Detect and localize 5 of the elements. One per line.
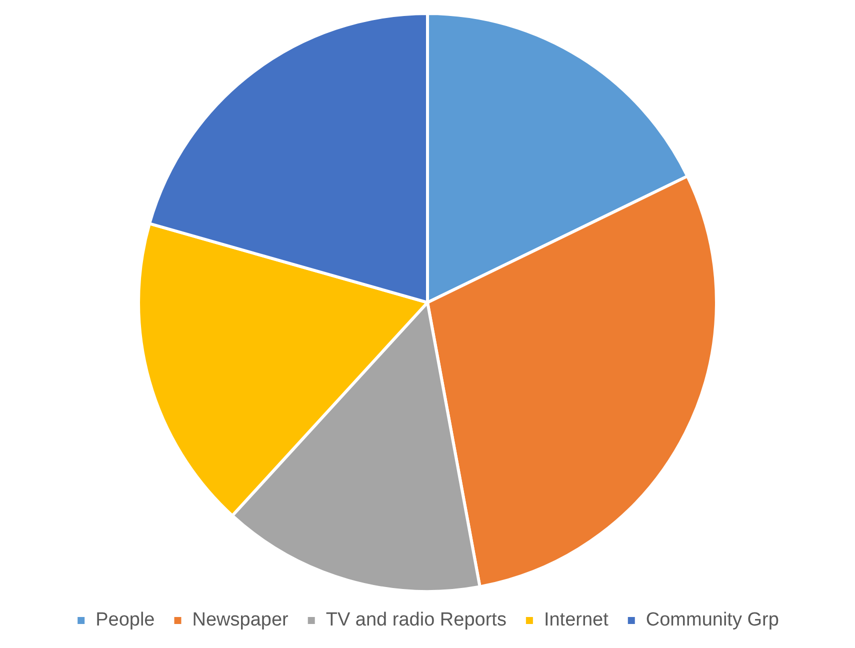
legend-label: Community Grp — [646, 610, 779, 631]
legend-label: People — [96, 610, 155, 631]
legend-label: Internet — [544, 610, 610, 631]
legend-label: Newspaper — [192, 610, 290, 631]
legend-label: TV and radio Reports — [326, 610, 506, 631]
